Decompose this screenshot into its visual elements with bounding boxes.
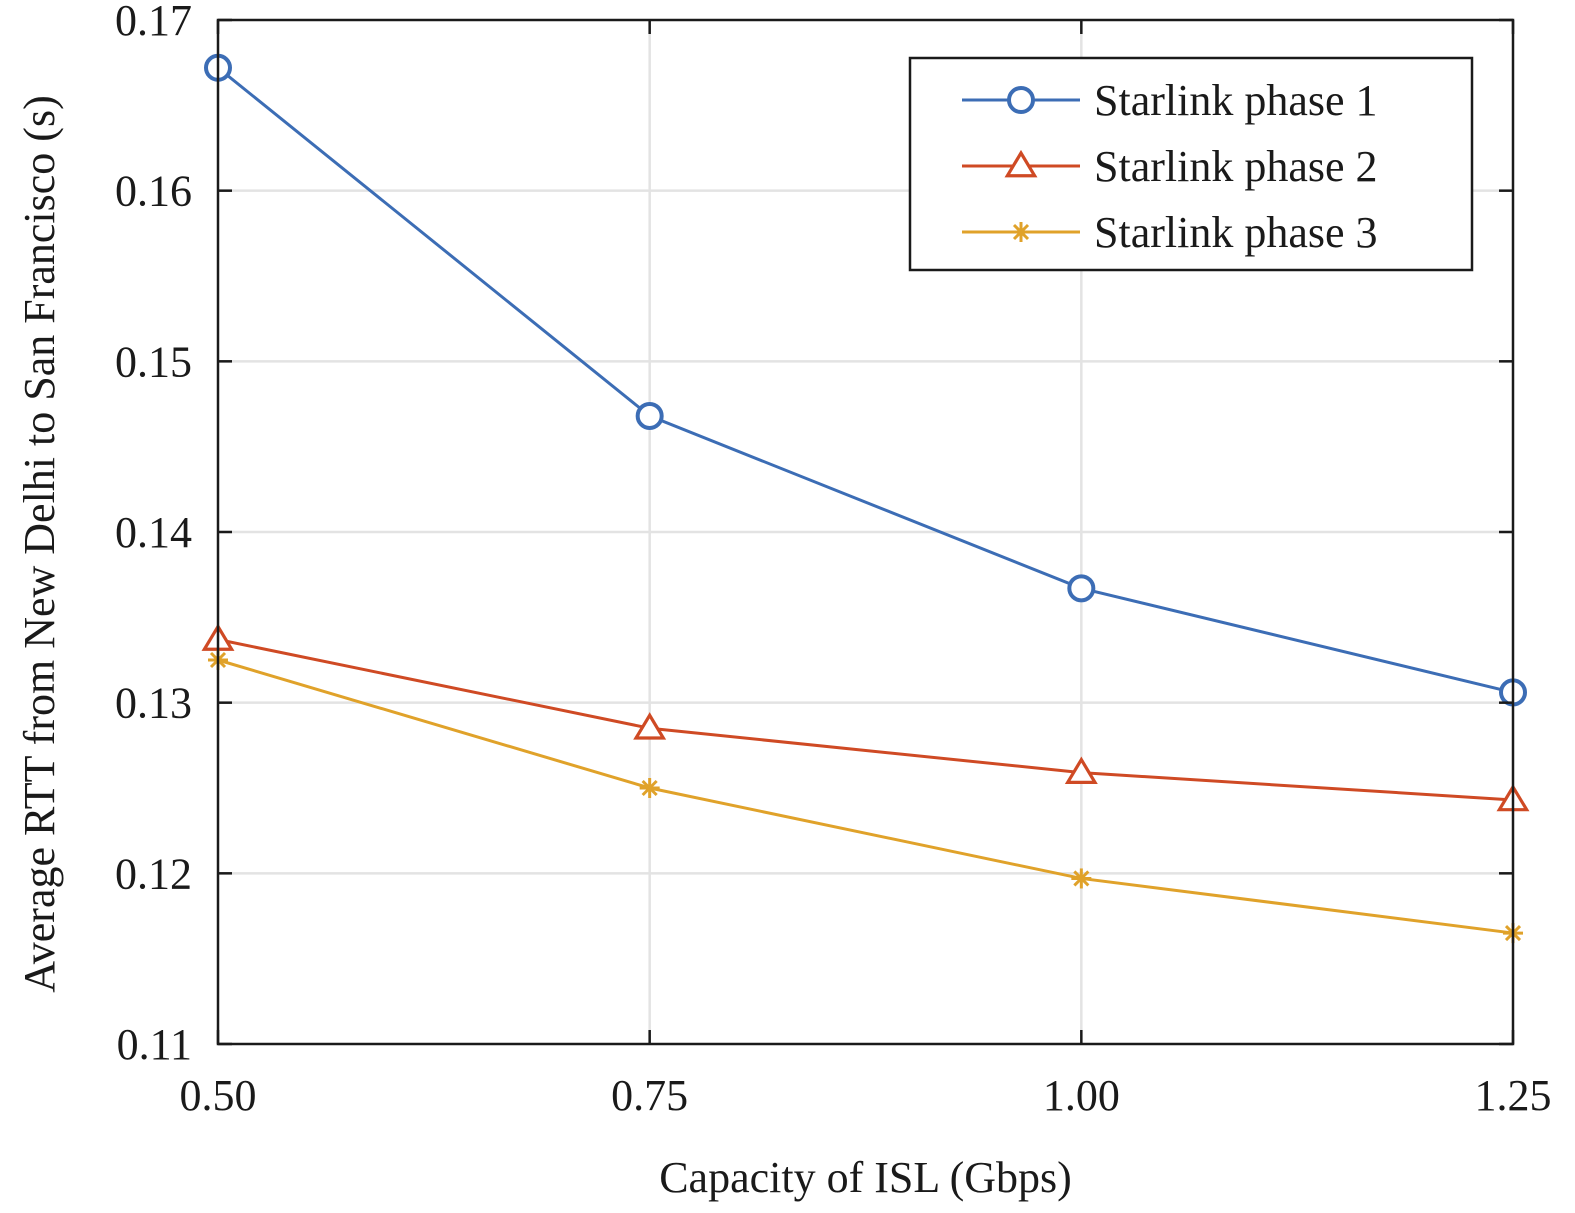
asterisk-stroke (1073, 870, 1090, 887)
triangle-marker (633, 712, 667, 740)
asterisk-stroke (1012, 223, 1030, 241)
y-tick-label: 0.15 (115, 337, 192, 386)
legend-entry-1: Starlink phase 1 (962, 76, 1378, 125)
asterisk-marker (1071, 868, 1092, 889)
series-2 (201, 623, 1530, 812)
ticks: 0.50 0.75 1.00 1.25 0.11 0.12 0.13 0.14 0.15 0.16… (115, 0, 1552, 1120)
circle-marker (1007, 86, 1035, 114)
triangle-marker (1004, 149, 1038, 178)
circle-marker (635, 401, 664, 430)
y-tick-label: 0.13 (115, 679, 192, 728)
y-tick-label: 0.12 (115, 849, 192, 898)
legend-label: Starlink phase 3 (1094, 208, 1378, 257)
series-line (217, 638, 1514, 802)
series-line (217, 66, 1514, 694)
x-tick-label: 1.00 (1043, 1071, 1120, 1120)
asterisk-marker (639, 778, 660, 798)
series-line (217, 658, 1514, 935)
asterisk-stroke (641, 779, 658, 797)
y-axis-label: Average RTT from New Delhi to San Franci… (15, 95, 64, 993)
y-tick-label: 0.16 (115, 167, 192, 216)
legend-entry-3: Starlink phase 3 (962, 208, 1378, 257)
circle-marker (1067, 574, 1096, 603)
legend-box (908, 56, 1474, 272)
series-3 (208, 650, 1523, 944)
x-tick-label: 1.25 (1475, 1071, 1552, 1120)
y-tick-label: 0.14 (115, 508, 192, 557)
legend-entry-2: Starlink phase 2 (962, 142, 1378, 191)
legend: Starlink phase 1 Starlink phase 2 Starlink… (908, 56, 1474, 272)
legend-label: Starlink phase 1 (1094, 76, 1378, 125)
x-axis-label: Capacity of ISL (Gbps) (659, 1153, 1072, 1202)
y-tick-label: 0.17 (115, 0, 192, 45)
x-tick-label: 0.50 (180, 1071, 257, 1120)
x-tick-label: 0.75 (611, 1071, 688, 1120)
triangle-marker (1064, 756, 1098, 784)
legend-label: Starlink phase 2 (1094, 142, 1378, 191)
y-tick-label: 0.11 (117, 1020, 192, 1069)
asterisk-marker (1011, 222, 1031, 242)
series-1 (204, 53, 1527, 707)
series-layer (201, 53, 1530, 944)
